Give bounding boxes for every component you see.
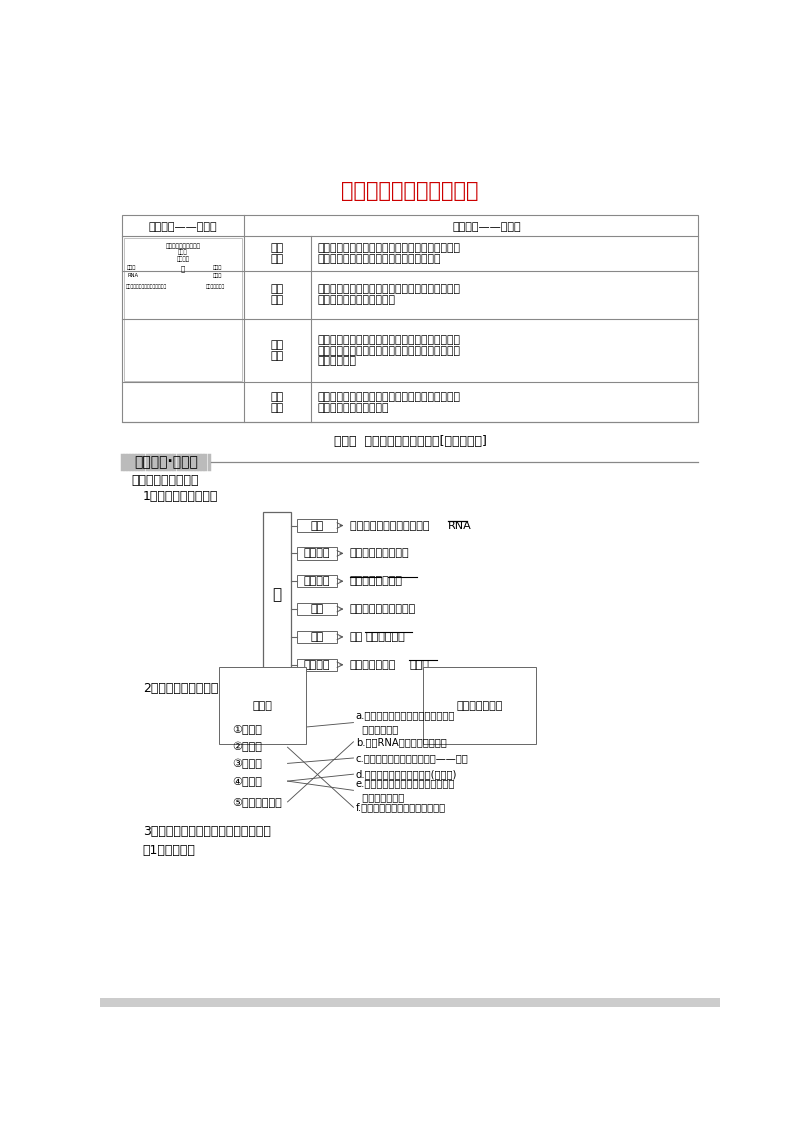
Text: 功能: 功能 [310,632,324,642]
Text: 1．酶的基本概念图示: 1．酶的基本概念图示 [142,490,218,503]
Text: 案的评价能力: 案的评价能力 [317,357,356,367]
Bar [297,520,337,532]
Text: 酶: 酶 [181,265,185,272]
Bar [297,631,337,643]
Bar [262,512,290,679]
Text: 实｜唐: 实｜唐 [178,250,188,256]
Text: ①巴斯德: ①巴斯德 [232,723,262,734]
Text: ②李比希: ②李比希 [232,743,262,753]
Text: 通过分析与酶有关的曲线，培养学生利用数形结合: 通过分析与酶有关的曲线，培养学生利用数形结合 [317,284,460,294]
Text: 核心素养——定能力: 核心素养——定能力 [453,222,521,232]
Text: 科学: 科学 [271,341,284,350]
Text: ④萨姆纳: ④萨姆纳 [232,777,262,786]
Text: 生命: 生命 [271,243,284,252]
Text: 来源: 来源 [310,604,324,614]
Bar [100,998,720,1007]
Text: 分析生物学问题的思维习惯: 分析生物学问题的思维习惯 [317,295,395,306]
Text: 合成场所: 合成场所 [304,576,330,586]
Text: 通过与酶有关的实验设计与分析，培养对实验现象: 通过与酶有关的实验设计与分析，培养对实验现象 [317,335,460,345]
Text: 科学家: 科学家 [253,701,273,711]
Text: 考点一  酶的本质、作用和特性[重难深化类]: 考点一 酶的本质、作用和特性[重难深化类] [334,435,486,448]
Text: b.少数RNA也有生物催化功能: b.少数RNA也有生物催化功能 [356,737,446,747]
Text: RNA: RNA [127,273,138,277]
Text: 氨基酸或核糖核苷酸: 氨基酸或核糖核苷酸 [350,548,409,558]
Bar [297,575,337,588]
Text: 2．酶本质的探索历程（连线）: 2．酶本质的探索历程（连线） [142,683,248,695]
Text: 活化能: 活化能 [410,660,429,670]
Bar [297,547,337,559]
Text: 影响酶活性的因素的相关实验探究: 影响酶活性的因素的相关实验探究 [126,284,167,290]
Text: 和结果进行解释、分析和处理的能力，及对实验方: 和结果进行解释、分析和处理的能力，及对实验方 [317,345,460,355]
Text: a.糖类变酒精必需酵母细胞死亡并释
  放其中的物质: a.糖类变酒精必需酵母细胞死亡并释 放其中的物质 [356,711,455,735]
Text: 观念: 观念 [271,254,284,264]
Bar [122,215,698,422]
Text: 探究: 探究 [271,351,284,361]
Text: 催化作用: 催化作用 [177,256,190,261]
Text: 专一性: 专一性 [212,265,222,271]
Text: 核糖体、细胞核等: 核糖体、细胞核等 [350,576,402,586]
Text: 具有: 具有 [350,632,363,642]
Text: 降低化学反应的活化能: 降低化学反应的活化能 [166,243,201,249]
Text: 思维: 思维 [271,295,284,306]
Text: 本质: 本质 [310,521,324,531]
Text: 知识体系——定内容: 知识体系——定内容 [149,222,218,232]
Text: 责任: 责任 [271,403,284,413]
Text: 的物质，建立起辩证统一和普遍联系的观念: 的物质，建立起辩证统一和普遍联系的观念 [317,254,441,264]
Text: 通过分析酶在生产、生活中的应用实例，让学生关: 通过分析酶在生产、生活中的应用实例，让学生关 [317,392,460,402]
Text: 生物催化作用: 生物催化作用 [365,632,405,642]
Bar [124,238,242,380]
Text: 注科学、技术和社会发展: 注科学、技术和社会发展 [317,403,389,413]
Text: 通过比较酶与激素等物质的异同，类比具有专一性: 通过比较酶与激素等物质的异同，类比具有专一性 [317,243,460,252]
Text: 科学: 科学 [271,284,284,294]
Text: c.从酵母细胞中提取发酵物质——鄷酶: c.从酵母细胞中提取发酵物质——鄷酶 [356,753,469,763]
Text: 降低化学反应的: 降低化学反应的 [350,660,396,670]
Text: 作用原理: 作用原理 [304,660,330,670]
Text: ⑤切赫和奥特曼: ⑤切赫和奥特曼 [232,797,282,807]
Text: 一般活细胞都能产生酶: 一般活细胞都能产生酶 [350,604,416,614]
Text: 重温教材·自学区: 重温教材·自学区 [134,455,198,470]
Text: 降低化学反应活化能的酶: 降低化学反应活化能的酶 [342,181,478,201]
Text: （1）实验过程: （1）实验过程 [142,843,195,857]
Bar [297,659,337,671]
Text: 主要观点或成就: 主要观点或成就 [457,701,503,711]
Text: 酶: 酶 [272,588,282,602]
Text: 蛋白质: 蛋白质 [127,265,137,271]
Text: f.糖类变酒精必需酵母活细胞参与: f.糖类变酒精必需酵母活细胞参与 [356,803,446,813]
Bar [297,603,337,615]
Text: 高效性: 高效性 [212,273,222,277]
Text: 合成原料: 合成原料 [304,548,330,558]
Text: 作用条件较温和: 作用条件较温和 [206,284,226,290]
Text: 一、酶的本质和作用: 一、酶的本质和作用 [131,474,198,487]
Text: 社会: 社会 [271,392,284,402]
Text: 绝大多数是蛋白质，少数是: 绝大多数是蛋白质，少数是 [350,521,433,531]
Text: e.证明脲酶的化学本质是蛋白质，其
  作用是分解尿素: e.证明脲酶的化学本质是蛋白质，其 作用是分解尿素 [356,779,455,803]
Text: RNA: RNA [448,521,472,531]
Text: 3．比较过氧化氢在不同条件下的分解: 3．比较过氧化氢在不同条件下的分解 [142,825,270,839]
Text: d.从刀豆种子中提取出脲酶(第一个): d.从刀豆种子中提取出脲酶(第一个) [356,769,457,779]
Text: ③毕希纳: ③毕希纳 [232,758,262,769]
